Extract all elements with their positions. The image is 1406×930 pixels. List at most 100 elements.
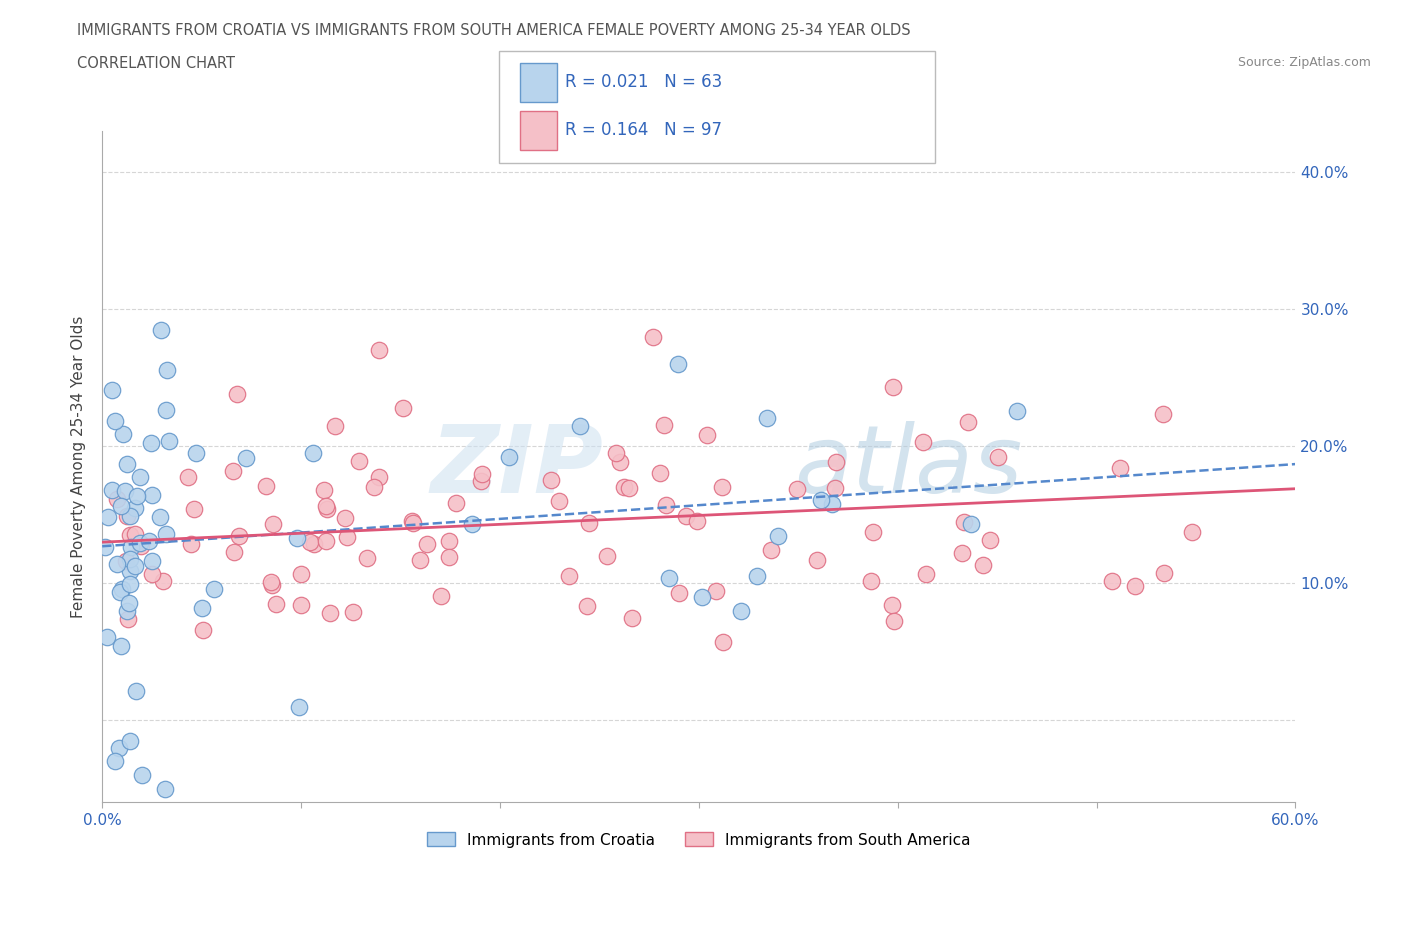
Point (652, 418, 675, 432)
Point (115, 457, 138, 472)
Point (118, 595, 141, 610)
Point (1123, 578, 1146, 593)
Point (298, 535, 321, 550)
Point (747, 568, 769, 583)
Point (302, 445, 325, 460)
Point (262, 516, 284, 531)
Point (152, 574, 174, 589)
Point (155, 403, 177, 418)
Point (972, 558, 994, 573)
Point (356, 551, 378, 565)
Point (650, 466, 672, 481)
Point (94, 539, 117, 554)
Point (444, 496, 467, 511)
Point (666, 357, 689, 372)
Point (883, 614, 905, 629)
Text: CORRELATION CHART: CORRELATION CHART (77, 56, 235, 71)
Point (124, 526, 146, 541)
Point (558, 568, 581, 583)
Point (605, 445, 627, 460)
Point (335, 511, 357, 525)
Point (710, 480, 733, 495)
Point (461, 516, 484, 531)
Point (104, 413, 127, 428)
Point (285, 531, 308, 546)
Point (315, 534, 337, 549)
Point (548, 494, 571, 509)
Point (316, 501, 339, 516)
Point (155, 781, 177, 796)
Point (498, 449, 520, 464)
Text: R = 0.164   N = 97: R = 0.164 N = 97 (565, 121, 723, 140)
Point (96, 630, 118, 644)
Text: IMMIGRANTS FROM CROATIA VS IMMIGRANTS FROM SOUTH AMERICA FEMALE POVERTY AMONG 25: IMMIGRANTS FROM CROATIA VS IMMIGRANTS FR… (77, 23, 911, 38)
Text: ZIP: ZIP (430, 420, 603, 512)
Point (118, 551, 141, 566)
Point (222, 463, 245, 478)
Point (979, 532, 1001, 547)
Legend: Immigrants from Croatia, Immigrants from South America: Immigrants from Croatia, Immigrants from… (419, 825, 979, 856)
Point (471, 466, 494, 481)
Point (290, 597, 312, 612)
Y-axis label: Female Poverty Among 25-34 Year Olds: Female Poverty Among 25-34 Year Olds (72, 315, 86, 618)
Point (621, 610, 644, 625)
Point (125, 489, 148, 504)
Point (761, 542, 783, 557)
Point (953, 514, 976, 529)
Point (118, 527, 141, 542)
Point (568, 418, 591, 433)
Point (141, 487, 163, 502)
Point (260, 578, 283, 592)
Point (105, 492, 128, 507)
Point (430, 589, 453, 604)
Point (225, 387, 247, 402)
Point (110, 581, 132, 596)
Point (202, 582, 225, 597)
Point (1007, 404, 1029, 418)
Text: Source: ZipAtlas.com: Source: ZipAtlas.com (1237, 56, 1371, 69)
Point (402, 515, 425, 530)
Point (138, 534, 160, 549)
Point (1152, 406, 1174, 421)
Point (124, 559, 146, 574)
Point (613, 480, 636, 495)
Point (755, 410, 778, 425)
Point (287, 699, 309, 714)
Point (956, 414, 979, 429)
Point (254, 479, 277, 494)
Point (150, 323, 173, 338)
Point (596, 549, 619, 564)
Point (110, 498, 132, 513)
Point (183, 501, 205, 516)
Point (882, 379, 904, 394)
Point (730, 604, 752, 618)
Point (704, 584, 727, 599)
Point (336, 530, 359, 545)
Text: atlas: atlas (794, 421, 1022, 512)
Point (222, 545, 245, 560)
Point (114, 553, 136, 568)
Point (97, 509, 120, 524)
Point (810, 493, 832, 508)
Point (617, 480, 640, 495)
Point (347, 454, 370, 469)
Point (911, 435, 934, 450)
Point (950, 546, 973, 561)
Point (392, 401, 415, 416)
Point (139, 436, 162, 451)
Point (149, 510, 172, 525)
Point (959, 516, 981, 531)
Point (655, 498, 678, 512)
Point (129, 470, 152, 485)
Point (156, 363, 179, 378)
Point (675, 509, 697, 524)
Point (862, 525, 884, 539)
Point (191, 622, 214, 637)
Point (806, 552, 828, 567)
Point (110, 639, 132, 654)
Point (1108, 460, 1130, 475)
Point (824, 481, 846, 496)
Point (1153, 566, 1175, 581)
Point (155, 526, 177, 541)
Point (578, 515, 600, 530)
